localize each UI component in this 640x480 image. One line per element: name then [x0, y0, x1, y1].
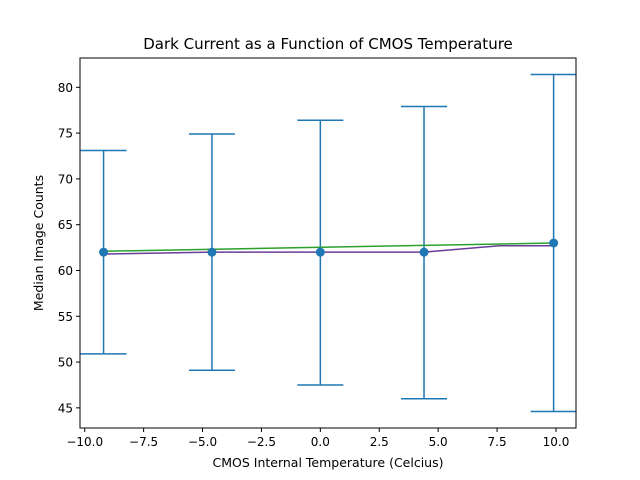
x-tick-label: 5.0	[429, 435, 448, 449]
y-tick-label: 70	[58, 172, 73, 186]
y-tick-label: 75	[58, 127, 73, 141]
data-point	[207, 247, 217, 257]
x-axis-label: CMOS Internal Temperature (Celcius)	[213, 455, 444, 470]
y-tick-label: 55	[58, 310, 73, 324]
data-point	[99, 247, 109, 257]
x-tick-label: 7.5	[488, 435, 507, 449]
y-tick-label: 65	[58, 218, 73, 232]
data-point	[419, 247, 429, 257]
x-tick-label: −7.5	[129, 435, 158, 449]
x-tick-label: −5.0	[188, 435, 217, 449]
x-axis: −10.0 −7.5 −5.0 −2.5 0.0 2.5 5.0 7.5 10.0	[66, 428, 569, 449]
x-tick-label: −10.0	[66, 435, 103, 449]
chart-title: Dark Current as a Function of CMOS Tempe…	[143, 35, 513, 53]
x-tick-label: 10.0	[543, 435, 570, 449]
y-tick-label: 80	[58, 81, 73, 95]
series-line-2	[103, 242, 554, 252]
y-axis-label: Median Image Counts	[31, 175, 46, 311]
x-tick-label: 2.5	[370, 435, 389, 449]
y-tick-label: 45	[58, 401, 73, 415]
y-tick-label: 60	[58, 264, 73, 278]
x-tick-label: 0.0	[311, 435, 330, 449]
data-point	[315, 247, 325, 257]
plot-frame	[79, 57, 577, 429]
x-tick-label: −2.5	[247, 435, 276, 449]
y-axis: 45 50 55 60 65 70 75 80	[58, 81, 80, 415]
y-tick-label: 50	[58, 356, 73, 370]
plot-marks	[80, 73, 577, 413]
data-point	[549, 238, 559, 248]
series-line-1	[103, 244, 554, 255]
